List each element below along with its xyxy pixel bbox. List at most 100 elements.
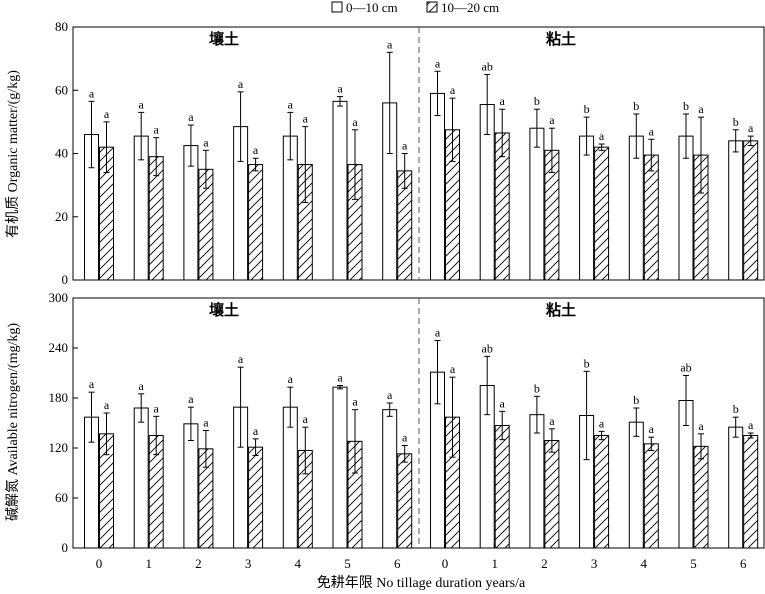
bar-10-20cm <box>594 435 610 549</box>
bar-0-10cm <box>382 409 398 549</box>
x-tick-label: 6 <box>740 556 747 571</box>
significance-label: a <box>435 326 441 340</box>
y-tick-label: 60 <box>55 490 68 505</box>
bar-0-10cm <box>332 386 348 549</box>
x-tick-label: 1 <box>145 556 152 571</box>
significance-label: a <box>549 414 555 428</box>
bar-0-10cm <box>579 135 595 281</box>
x-tick-label: 2 <box>541 556 548 571</box>
x-tick-label: 5 <box>344 556 351 571</box>
y-tick-label: 60 <box>55 82 68 97</box>
x-tick-label: 0 <box>96 556 103 571</box>
bar-10-20cm <box>743 140 759 281</box>
bar-10-20cm <box>693 445 709 549</box>
significance-label: a <box>238 352 244 366</box>
significance-label: a <box>154 123 160 137</box>
bar-10-20cm <box>643 443 659 549</box>
bar-10-20cm <box>643 154 659 281</box>
significance-label: a <box>450 83 456 97</box>
significance-label: a <box>698 102 704 116</box>
bar-0-10cm <box>628 421 644 549</box>
x-tick-label: 3 <box>245 556 252 571</box>
significance-label: a <box>500 396 506 410</box>
significance-label: a <box>288 97 294 111</box>
y-tick-label: 180 <box>49 390 69 405</box>
significance-label: ab <box>482 59 493 73</box>
significance-label: b <box>534 381 540 395</box>
x-tick-label: 6 <box>394 556 401 571</box>
significance-label: a <box>288 372 294 386</box>
significance-label: b <box>534 94 540 108</box>
ylabel-organic-matter: 有机质 Organic matter/(g/kg) <box>5 70 21 238</box>
significance-label: b <box>733 402 739 416</box>
significance-label: a <box>549 113 555 127</box>
x-tick-label: 1 <box>491 556 498 571</box>
group-title-clay: 粘土 <box>546 301 576 319</box>
significance-label: a <box>188 392 194 406</box>
bar-0-10cm <box>728 426 744 549</box>
bar-10-20cm <box>248 164 264 281</box>
legend-label-10-20: 10—20 cm <box>441 0 499 15</box>
significance-label: a <box>154 401 160 415</box>
x-tick-label: 5 <box>690 556 697 571</box>
group-title-clay: 粘土 <box>546 30 576 48</box>
bar-10-20cm <box>544 440 560 549</box>
significance-label: a <box>203 416 209 430</box>
significance-label: a <box>649 422 655 436</box>
significance-label: a <box>89 377 95 391</box>
x-tick-label: 2 <box>195 556 202 571</box>
significance-label: b <box>633 393 639 407</box>
bar-10-20cm <box>743 435 759 549</box>
significance-label: a <box>599 416 605 430</box>
significance-label: a <box>435 56 441 70</box>
significance-label: a <box>352 395 358 409</box>
bar-10-20cm <box>397 453 413 549</box>
significance-label: a <box>402 431 408 445</box>
ylabel-available-nitrogen: 碱解氮 Available nitrogen/(mg/kg) <box>5 323 21 521</box>
bar-0-10cm <box>332 100 348 281</box>
significance-label: a <box>104 398 110 412</box>
bar-0-10cm <box>183 423 199 549</box>
significance-label: a <box>139 379 145 393</box>
bar-10-20cm <box>594 146 610 281</box>
y-tick-label: 120 <box>49 440 69 455</box>
significance-label: ab <box>680 361 691 375</box>
significance-label: a <box>748 121 754 135</box>
y-tick-label: 20 <box>55 209 68 224</box>
significance-label: a <box>649 124 655 138</box>
available-nitrogen-panel: 060120180240300壤土0aa1aa2aa3aa4aa5aa6aa粘土… <box>49 290 765 571</box>
bar-0-10cm <box>430 92 445 281</box>
significance-label: a <box>303 412 309 426</box>
x-tick-label: 0 <box>442 556 449 571</box>
significance-label: a <box>337 371 343 385</box>
group-title-loam: 壤土 <box>209 30 239 48</box>
significance-label: b <box>584 356 590 370</box>
bar-10-20cm <box>248 446 264 549</box>
legend: 0—10 cm 10—20 cm <box>331 0 499 15</box>
significance-label: a <box>500 94 506 108</box>
group-title-loam: 壤土 <box>209 301 239 319</box>
x-tick-label: 4 <box>295 556 302 571</box>
significance-label: a <box>450 362 456 376</box>
y-tick-label: 40 <box>55 146 68 161</box>
significance-label: a <box>238 77 244 91</box>
significance-label: ab <box>482 341 493 355</box>
xlabel: 免耕年限 No tillage duration years/a <box>317 574 526 591</box>
y-tick-label: 240 <box>49 340 69 355</box>
significance-label: a <box>337 82 343 96</box>
bar-0-10cm <box>728 140 744 281</box>
bar-10-20cm <box>494 425 510 549</box>
y-tick-label: 0 <box>62 272 69 287</box>
significance-label: a <box>387 37 393 51</box>
significance-label: a <box>104 107 110 121</box>
significance-label: a <box>387 388 393 402</box>
significance-label: a <box>188 110 194 124</box>
y-tick-label: 300 <box>49 290 69 305</box>
legend-label-0-10: 0—10 cm <box>346 0 398 15</box>
x-tick-label: 4 <box>641 556 648 571</box>
significance-label: a <box>253 143 259 157</box>
significance-label: a <box>402 139 408 153</box>
significance-label: a <box>303 112 309 126</box>
